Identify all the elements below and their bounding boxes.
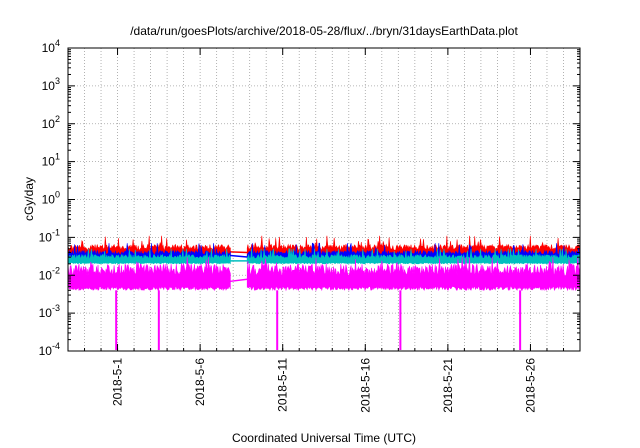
series-band-3	[67, 257, 231, 292]
y-tick-label: 103	[42, 76, 60, 93]
x-axis-label: Coordinated Universal Time (UTC)	[232, 431, 416, 445]
y-axis-label: cGy/day	[22, 177, 36, 221]
series-gap-connector-3	[230, 278, 248, 283]
axes: 10-4 10-3 10-2 10-1 100 101 102 103 104 2018-5-1 2…	[39, 38, 580, 413]
y-tick-label: 10-1	[39, 227, 60, 244]
y-tick-label: 10-4	[39, 341, 60, 358]
y-tick-label: 104	[42, 38, 60, 55]
series-gap-connector-0	[230, 251, 248, 254]
y-tick-label: 10-2	[39, 265, 60, 282]
series-gap-connector-1	[230, 254, 248, 258]
y-tick-label: 10-3	[39, 303, 60, 320]
y-tick-label: 101	[42, 152, 60, 169]
x-tick-label: 2018-5-21	[441, 358, 455, 413]
y-tick-label: 100	[42, 190, 60, 207]
x-tick-label: 2018-5-11	[276, 358, 290, 412]
chart-title: /data/run/goesPlots/archive/2018-05-28/f…	[130, 24, 518, 38]
y-tick-label: 102	[42, 114, 60, 131]
x-tick-label: 2018-5-26	[523, 358, 537, 413]
series-band-2	[67, 248, 231, 265]
x-tick-label: 2018-5-1	[111, 358, 125, 406]
series-group	[67, 235, 581, 350]
x-tick-label: 2018-5-16	[358, 358, 372, 413]
x-tick-label: 2018-5-6	[193, 358, 207, 406]
grid	[68, 48, 580, 351]
